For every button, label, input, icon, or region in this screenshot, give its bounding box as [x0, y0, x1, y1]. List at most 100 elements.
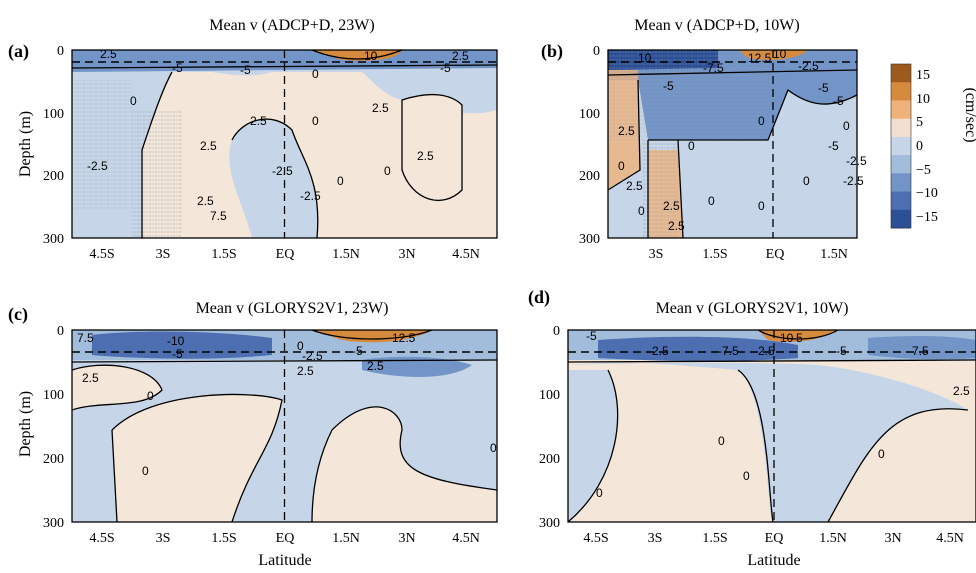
contour-label: 0	[312, 114, 319, 128]
x-tick-label: 4.5S	[89, 247, 114, 262]
contour-label: 0	[142, 464, 149, 478]
colorbar-swatch	[891, 191, 911, 211]
x-tick-label: 4.5S	[89, 531, 114, 546]
x-tick-label: EQ	[276, 247, 295, 262]
y-tick-label: 0	[593, 44, 600, 59]
contour-label: 2.5	[758, 344, 775, 358]
contour-label: 10	[364, 49, 378, 63]
contour-label: 2.5	[626, 179, 643, 193]
panel-d-contour-labels: -5 -2.5 -7.5 2.5 -5 10 5 -7.5 2.5 0 0 0 …	[586, 329, 970, 500]
contour-label: 0	[758, 199, 765, 213]
y-tick-label: 200	[539, 452, 560, 467]
contour-label: -7.5	[908, 344, 929, 358]
x-tick-label: 3S	[648, 531, 663, 546]
y-tick-label: 0	[57, 44, 64, 59]
panel-d-xticks: 4.5S 3S 1.5S EQ 1.5N 3N 4.5N	[583, 531, 963, 546]
contour-label: 5	[796, 331, 803, 345]
y-tick-label: 100	[43, 107, 64, 122]
contour-label: -7.5	[703, 61, 724, 75]
colorbar-swatch	[891, 155, 911, 174]
colorbar-tick-label: 0	[916, 139, 923, 154]
panel-d: Mean v (GLORYS2V1, 10W) (d) -5 -2.5 -7.5…	[528, 287, 976, 569]
colorbar-swatch	[891, 64, 911, 83]
contour-label: -5	[440, 61, 451, 75]
panel-d-yticks: 0 100 200 300	[539, 324, 560, 531]
contour-label: 2.5	[367, 359, 384, 373]
panel-b-xticks: 3S 1.5S EQ 1.5N	[649, 247, 848, 262]
colorbar-tick-label: −10	[916, 186, 938, 201]
contour-label: 0	[337, 174, 344, 188]
panel-b-letter: (b)	[541, 41, 563, 62]
panel-a-title: Mean v (ADCP+D, 23W)	[209, 17, 374, 34]
panel-c-xlabel: Latitude	[258, 552, 311, 569]
contour-label: 0	[803, 174, 810, 188]
y-tick-label: 100	[579, 107, 600, 122]
contour-label: 0	[718, 434, 725, 448]
contour-label: 2.5	[618, 124, 635, 138]
y-tick-label: 300	[43, 516, 64, 531]
panel-b-plot: 10 -7.5 12.5 -2.5 10 -5 2.5 -5 0 2.5 0 0…	[607, 47, 867, 239]
panel-c-contour-labels: 7.5 -10 -5 2.5 0 0 -2.5 2.5 12.5 -5 2.5 …	[77, 331, 497, 478]
contour-label: 7.5	[210, 209, 227, 223]
panel-b-contour-labels: 10 -7.5 12.5 -2.5 10 -5 2.5 -5 0 2.5 0 0…	[618, 47, 867, 233]
contour-label: 2.5	[668, 219, 685, 233]
y-tick-label: 200	[43, 452, 64, 467]
x-tick-label: EQ	[765, 531, 784, 546]
panel-c-letter: (c)	[8, 304, 28, 325]
panel-c-ylabel: Depth (m)	[17, 391, 34, 457]
panel-a-letter: (a)	[8, 41, 29, 62]
contour-label: 2.5	[200, 139, 217, 153]
panel-a-yticks: 0 100 200 300	[43, 44, 64, 247]
x-tick-label: 3S	[649, 247, 664, 262]
colorbar-tick-label: −5	[916, 163, 931, 178]
contour-label: 0	[618, 159, 625, 173]
contour-label: 2.5	[953, 384, 970, 398]
contour-label: 0	[490, 441, 497, 455]
contour-label: -5	[172, 61, 183, 75]
x-tick-label: 1.5N	[332, 247, 360, 262]
panel-d-xlabel: Latitude	[747, 552, 800, 569]
panel-d-title: Mean v (GLORYS2V1, 10W)	[656, 300, 849, 317]
contour-label: 7.5	[77, 331, 94, 345]
contour-label: 12.5	[748, 51, 772, 65]
x-tick-label: 4.5S	[583, 531, 608, 546]
contour-label: -2.5	[272, 164, 293, 178]
contour-label: 10	[773, 47, 787, 61]
colorbar-swatches	[890, 63, 912, 229]
x-tick-label: 1.5S	[702, 531, 727, 546]
colorbar-swatch	[891, 173, 911, 193]
x-tick-label: 3N	[398, 247, 415, 262]
contour-label: 2.5	[82, 371, 99, 385]
x-tick-label: 1.5N	[819, 531, 847, 546]
panel-a-ylabel: Depth (m)	[17, 111, 34, 177]
y-tick-label: 300	[43, 232, 64, 247]
y-tick-label: 0	[57, 324, 64, 339]
panel-d-plot: -5 -2.5 -7.5 2.5 -5 10 5 -7.5 2.5 0 0 0 …	[567, 329, 976, 523]
contour-label: 12.5	[392, 331, 416, 345]
contour-label: 2.5	[250, 114, 267, 128]
contour-label: 2.5	[417, 149, 434, 163]
panel-a: Mean v (ADCP+D, 23W) (a) 2.5 -5 10 -5	[8, 17, 498, 262]
contour-label: -10	[167, 334, 185, 348]
contour-label: -5	[663, 79, 674, 93]
colorbar-tick-label: 10	[916, 92, 930, 107]
panel-c-yticks: 0 100 200 300	[43, 324, 64, 531]
contour-label: -7.5	[718, 344, 739, 358]
panel-a-plot: 2.5 -5 10 -5 2.5 -5 0 2.5 0 -2.5 2.5 2.5…	[71, 47, 498, 239]
colorbar-label: (cm/sec)	[962, 87, 976, 142]
contour-label: 0	[708, 194, 715, 208]
y-tick-label: 200	[43, 169, 64, 184]
contour-label: -2.5	[798, 59, 819, 73]
contour-label: -5	[818, 81, 829, 95]
y-tick-label: 300	[579, 232, 600, 247]
contour-label: 0	[312, 67, 319, 81]
panel-b: Mean v (ADCP+D, 10W) (b) 10 -7.5 12.5 -2	[541, 17, 867, 262]
x-tick-label: 1.5S	[702, 247, 727, 262]
contour-label: -5	[828, 139, 839, 153]
contour-label: 2.5	[372, 101, 389, 115]
colorbar-tick-label: −15	[916, 210, 938, 225]
colorbar-frame	[890, 63, 912, 229]
colorbar-tick-label: 5	[916, 115, 923, 130]
contour-label: -2.5	[300, 189, 321, 203]
contour-label: 0	[638, 204, 645, 218]
